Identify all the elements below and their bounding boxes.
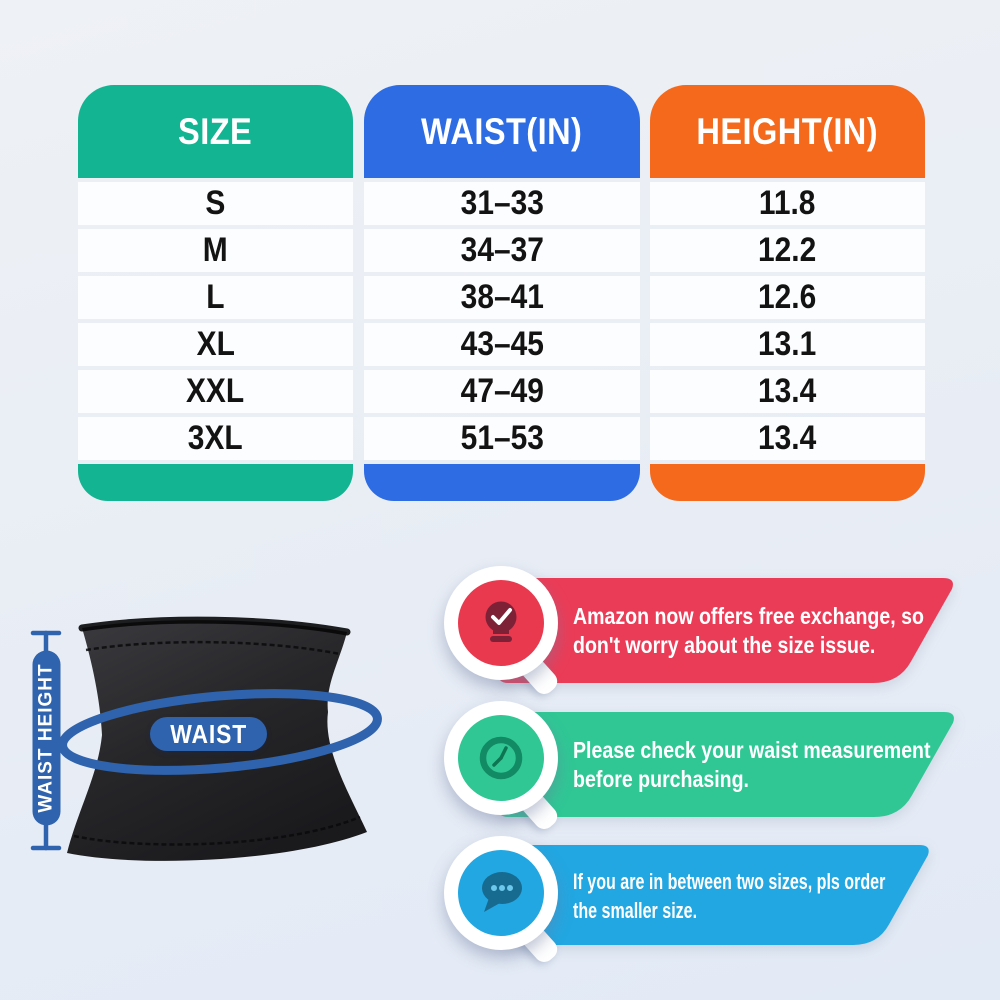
table-cell-waist-s: 31–33 [364,182,640,225]
callout-ribbon [498,578,953,683]
callout-ribbon [498,845,929,945]
waist-column-header: WAIST(IN) [364,85,640,178]
waist-column-footer [364,464,640,501]
callout-text: Please check your waist measurement befo… [573,737,931,792]
height-column-header: HEIGHT(IN) [650,85,925,178]
table-cell-height-xxl: 13.4 [650,370,925,413]
table-cell-height-3xl: 13.4 [650,417,925,460]
table-cell-size-xl: XL [78,323,353,366]
table-cell-size-xxl: XXL [78,370,353,413]
waist-trainer-diagram: WAIST HEIGHT WAIST [20,600,440,895]
waist-column: WAIST(IN) 31–33 34–37 38–41 43–45 47–49 … [364,85,640,501]
size-column-footer [78,464,353,501]
callout-text: If you are in between two sizes, pls ord… [573,869,886,923]
clock-icon [458,715,544,801]
table-cell-height-xl: 13.1 [650,323,925,366]
table-cell-waist-xl: 43–45 [364,323,640,366]
clock-badge [444,701,558,815]
callout-ribbon [498,712,954,817]
height-column: HEIGHT(IN) 11.8 12.2 12.6 13.1 13.4 13.4 [650,85,925,501]
table-cell-waist-xxl: 47–49 [364,370,640,413]
lightbulb-check-icon [458,580,544,666]
waist-label: WAIST [150,717,267,751]
table-cell-height-s: 11.8 [650,182,925,225]
table-cell-waist-l: 38–41 [364,276,640,319]
chat-badge [444,836,558,950]
table-cell-size-l: L [78,276,353,319]
table-cell-size-m: M [78,229,353,272]
size-column: SIZE S M L XL XXL 3XL [78,85,353,501]
table-cell-height-m: 12.2 [650,229,925,272]
height-column-footer [650,464,925,501]
chat-dots-icon [458,850,544,936]
size-column-title: SIZE [178,110,253,152]
table-cell-waist-m: 34–37 [364,229,640,272]
table-cell-size-s: S [78,182,353,225]
table-cell-size-3xl: 3XL [78,417,353,460]
table-cell-height-l: 12.6 [650,276,925,319]
size-column-header: SIZE [78,85,353,178]
callout-text: Amazon now offers free exchange, so don'… [573,603,924,658]
table-cell-waist-3xl: 51–53 [364,417,640,460]
waist-column-title: WAIST(IN) [421,110,583,152]
height-column-title: HEIGHT(IN) [696,110,879,152]
waist-height-label: WAIST HEIGHT [32,650,61,826]
waist-measure-ellipse [58,689,382,775]
lightbulb-badge [444,566,558,680]
